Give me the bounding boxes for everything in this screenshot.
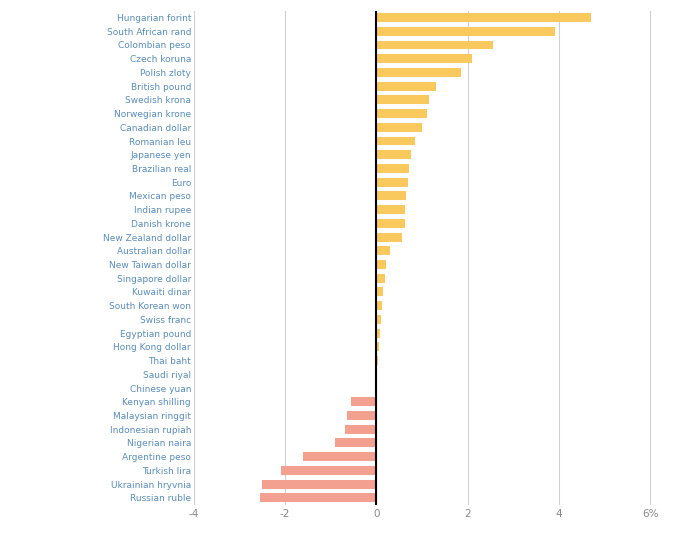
Bar	[377, 178, 407, 187]
Bar	[377, 41, 493, 50]
Bar	[281, 466, 377, 475]
Bar	[377, 260, 386, 269]
Bar	[377, 27, 555, 36]
Bar	[377, 315, 381, 324]
Bar	[377, 137, 415, 145]
Bar	[345, 425, 377, 434]
Bar	[377, 96, 429, 104]
Bar	[260, 493, 377, 502]
Bar	[377, 301, 382, 310]
Bar	[377, 192, 406, 200]
Bar	[377, 82, 436, 91]
Bar	[377, 356, 378, 365]
Bar	[377, 164, 409, 173]
Bar	[377, 109, 427, 118]
Bar	[377, 68, 461, 77]
Bar	[375, 383, 377, 392]
Bar	[303, 452, 377, 461]
Bar	[377, 233, 402, 241]
Bar	[335, 438, 377, 447]
Bar	[377, 287, 384, 296]
Bar	[347, 411, 377, 420]
Bar	[377, 342, 379, 351]
Bar	[377, 328, 380, 337]
Bar	[262, 480, 377, 489]
Bar	[377, 246, 390, 255]
Bar	[377, 150, 411, 159]
Bar	[352, 397, 377, 406]
Bar	[377, 274, 385, 282]
Bar	[377, 205, 405, 214]
Bar	[377, 123, 422, 132]
Bar	[377, 219, 405, 228]
Bar	[377, 54, 473, 63]
Bar	[377, 13, 591, 22]
